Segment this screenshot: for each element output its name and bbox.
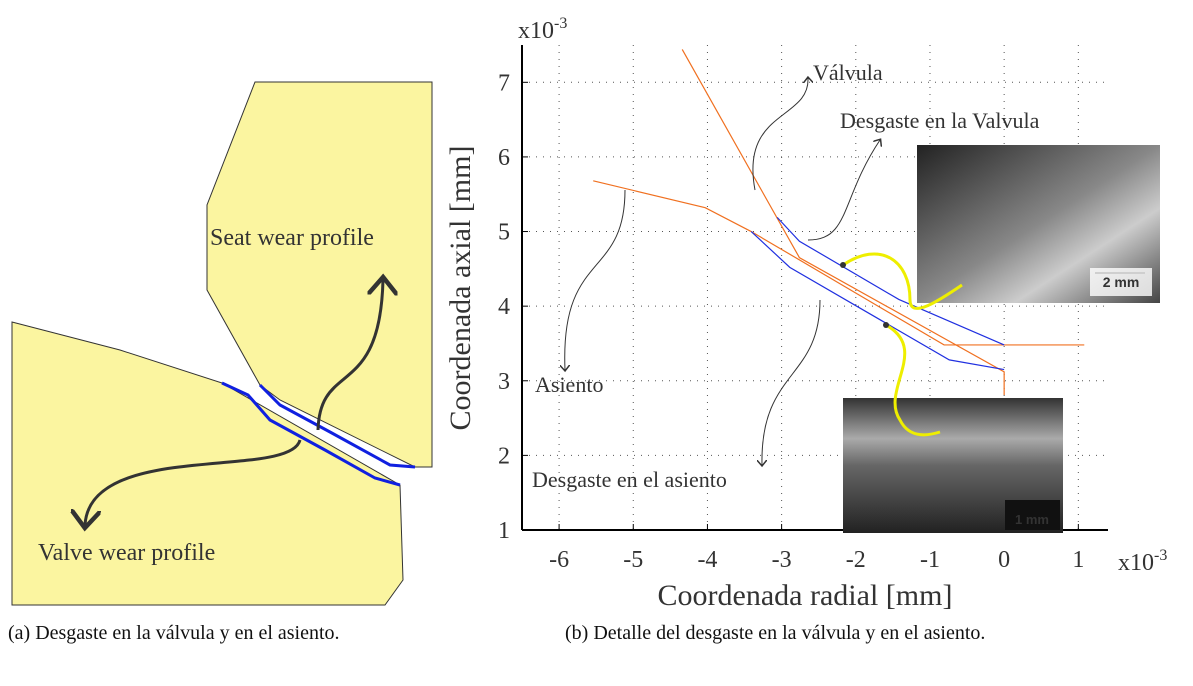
y-axis-label: Coordenada axial [mm] [444, 146, 477, 431]
scale-label: 2 mm [1103, 274, 1140, 290]
x-tick-label: -2 [846, 547, 866, 573]
caption: (b) Detalle del desgaste en la válvula y… [565, 622, 985, 645]
y-tick-label: 5 [498, 220, 510, 246]
arrow [565, 190, 625, 370]
x-multiplier: x10-3 [1118, 547, 1167, 576]
multiplier: x10 [518, 18, 554, 44]
label: Valve wear profile [38, 540, 215, 566]
x-tick-label: -3 [772, 547, 792, 573]
exponent: -3 [554, 15, 567, 32]
figure: Seat wear profile Valve wear profile 2 m… [0, 0, 1193, 686]
x-tick-label: 1 [1072, 547, 1084, 573]
x-tick-label: 0 [998, 547, 1010, 573]
annotation: Desgaste en la Valvula [840, 108, 1040, 133]
x-axis-label: Coordenada radial [mm] [658, 579, 953, 612]
annotation: Asiento [535, 372, 603, 397]
x-tick-label: -5 [623, 547, 643, 573]
y-multiplier: x10-3 [518, 15, 567, 44]
label: Seat wear profile [210, 225, 374, 251]
arrow [753, 78, 808, 190]
y-tick-label: 4 [498, 294, 510, 320]
y-tick-label: 2 [498, 443, 510, 469]
caption: (a) Desgaste en la válvula y en el asien… [8, 622, 448, 645]
point [883, 322, 889, 328]
page: Seat wear profile Valve wear profile 2 m… [0, 0, 1193, 686]
x-tick-label: -4 [697, 547, 717, 573]
exponent: -3 [1154, 547, 1167, 564]
x-tick-label: -6 [549, 547, 569, 573]
y-tick-label: 7 [498, 70, 510, 96]
multiplier: x10 [1118, 550, 1154, 576]
y-tick-label: 1 [498, 518, 510, 544]
y-tick-label: 3 [498, 369, 510, 395]
point [840, 262, 846, 268]
y-tick-label: 6 [498, 145, 510, 171]
arrow [762, 300, 820, 465]
x-tick-label: -1 [920, 547, 940, 573]
arrow [808, 140, 880, 240]
scale-label: 1 mm [1015, 512, 1049, 527]
annotation: Válvula [813, 60, 883, 85]
annotation: Desgaste en el asiento [532, 467, 727, 492]
